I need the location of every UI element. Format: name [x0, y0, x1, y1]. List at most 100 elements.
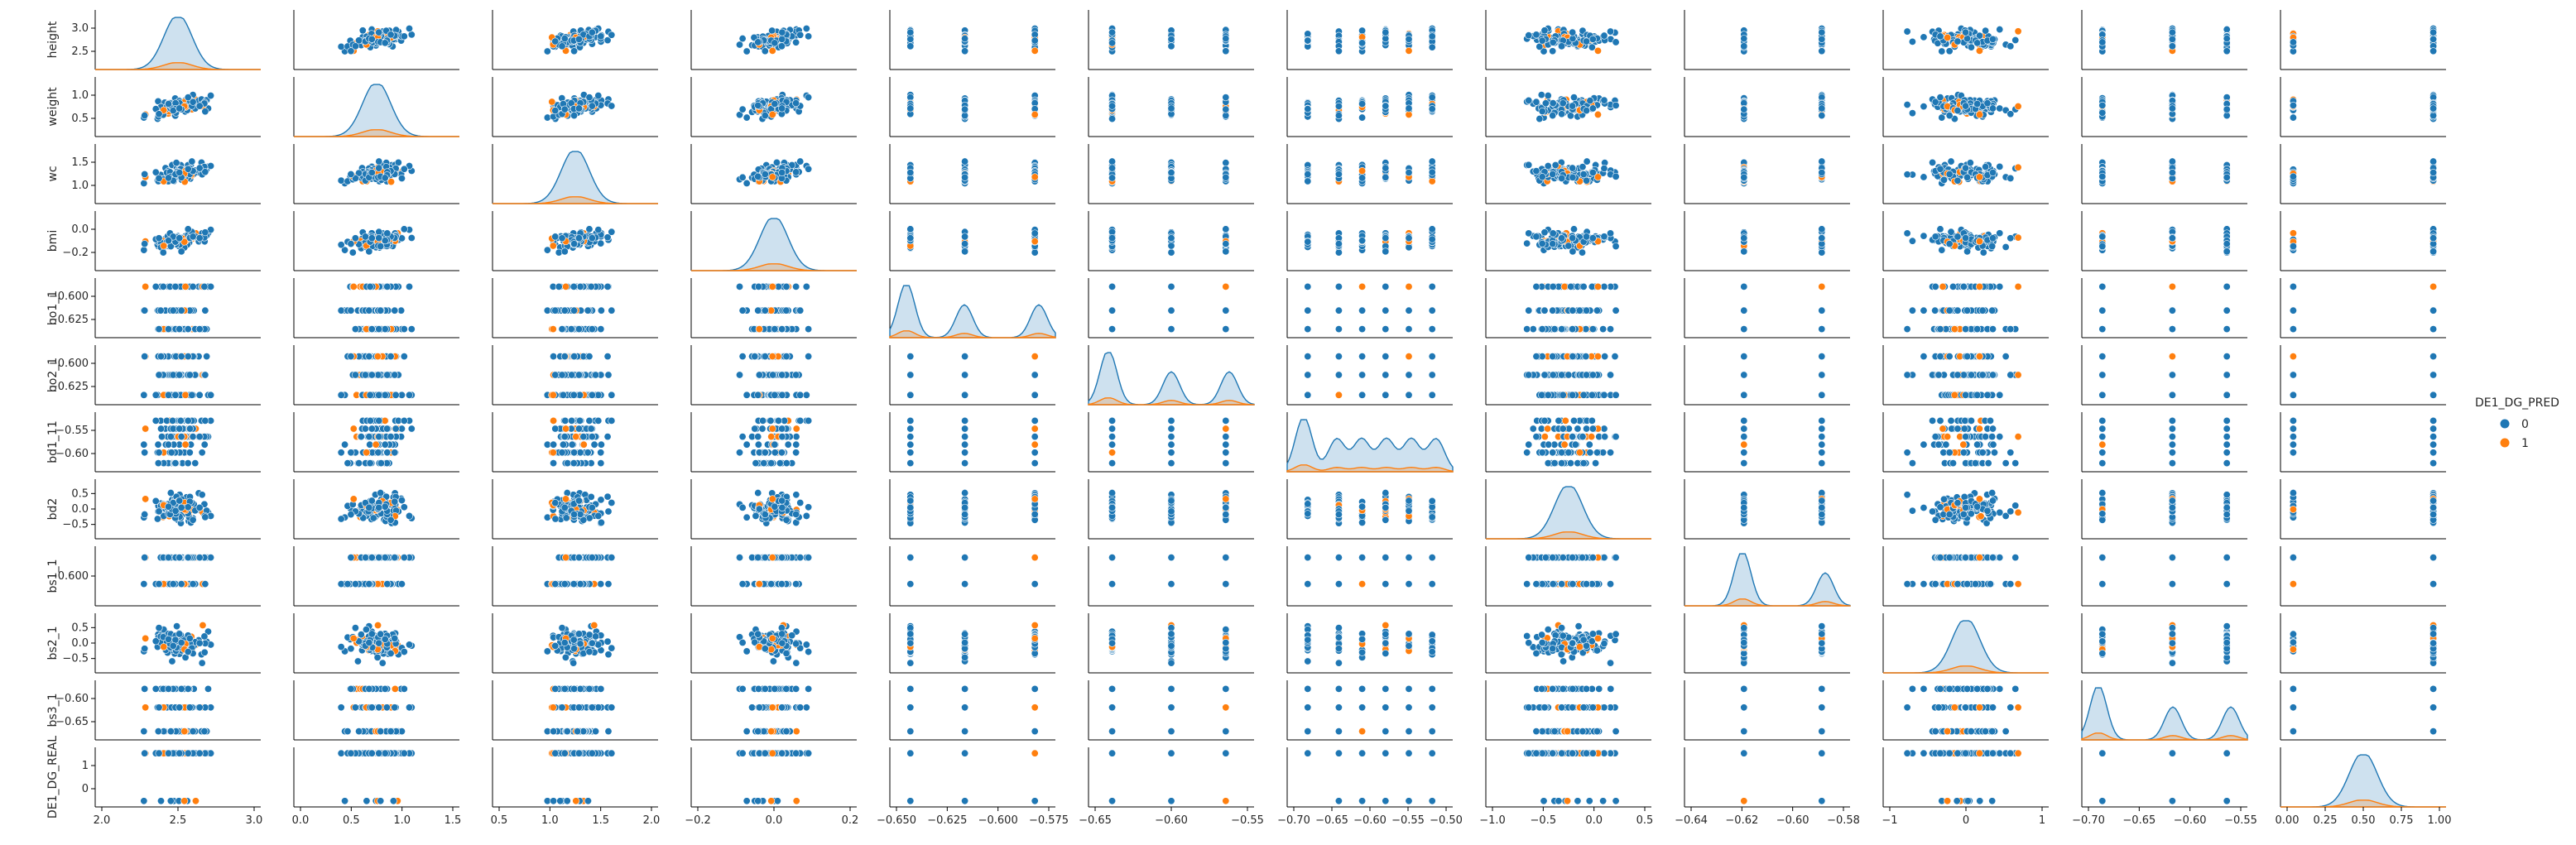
scatter-point	[1358, 39, 1367, 47]
scatter-point	[1612, 38, 1620, 46]
scatter-point	[1358, 237, 1367, 245]
scatter-point	[548, 98, 556, 106]
y-tick-label: −0.2	[62, 247, 89, 259]
scatter-point	[1540, 228, 1549, 237]
scatter-point	[1538, 108, 1546, 116]
scatter-point	[1566, 112, 1574, 120]
scatter-point	[172, 159, 180, 167]
scatter-point	[1167, 35, 1175, 43]
scatter-point	[1549, 240, 1557, 248]
scatter-point	[1979, 248, 1987, 257]
scatter-point	[358, 26, 367, 35]
scatter-point	[1975, 238, 1983, 246]
panel-bmi-vs-wc	[492, 211, 658, 271]
scatter-point	[1222, 105, 1230, 113]
scatter-point	[560, 35, 569, 43]
scatter-point	[2098, 233, 2107, 241]
scatter-point	[906, 104, 915, 113]
scatter-point	[761, 47, 769, 55]
scatter-point	[169, 107, 177, 115]
scatter-point	[383, 229, 392, 238]
scatter-point	[141, 240, 149, 248]
scatter-point	[1304, 170, 1312, 179]
scatter-point	[1549, 229, 1557, 238]
scatter-point	[1818, 35, 1826, 43]
panel-weight-vs-DE1_DG_REAL	[2280, 77, 2446, 137]
scatter-point	[351, 42, 359, 50]
scatter-point	[1740, 173, 1748, 181]
scatter-point	[1740, 247, 1748, 256]
scatter-point	[1538, 36, 1546, 45]
scatter-point	[1903, 101, 1911, 109]
scatter-point	[155, 174, 163, 182]
panel-bmi-vs-bd2	[1485, 211, 1651, 271]
panel-weight-vs-bo1_1	[889, 77, 1055, 137]
scatter-point	[1538, 173, 1546, 181]
scatter-point	[2006, 110, 2015, 118]
scatter-point	[1222, 35, 1230, 43]
scatter-point	[761, 170, 769, 178]
scatter-point	[2223, 35, 2231, 43]
scatter-point	[1945, 47, 1954, 55]
scatter-point	[1612, 101, 1620, 109]
scatter-point	[1428, 168, 1436, 176]
scatter-point	[1108, 157, 1117, 166]
scatter-point	[1920, 103, 1928, 111]
scatter-point	[195, 102, 204, 110]
scatter-point	[1549, 99, 1557, 108]
scatter-point	[1558, 174, 1566, 182]
scatter-point	[906, 234, 915, 242]
scatter-point	[387, 31, 395, 39]
scatter-point	[1525, 161, 1533, 169]
scatter-point	[736, 41, 744, 49]
scatter-point	[961, 247, 969, 256]
scatter-point	[1222, 247, 1230, 256]
scatter-point	[1583, 176, 1591, 185]
panel-weight-vs-bd2	[1485, 77, 1651, 137]
scatter-point	[796, 157, 805, 166]
scatter-point	[768, 173, 776, 181]
scatter-point	[155, 234, 163, 242]
scatter-point	[2168, 104, 2176, 113]
scatter-point	[165, 237, 173, 245]
scatter-point	[1569, 102, 1577, 110]
scatter-point	[1963, 173, 1972, 181]
panel-bmi-vs-DE1_DG_REAL	[2280, 211, 2446, 271]
scatter-point	[551, 37, 560, 46]
scatter-point	[1108, 174, 1117, 182]
scatter-point	[771, 100, 779, 108]
scatter-point	[754, 38, 762, 46]
scatter-point	[1612, 172, 1620, 180]
kde-area-0	[294, 84, 459, 137]
scatter-point	[2289, 172, 2297, 180]
scatter-point	[1740, 35, 1748, 43]
y-axis-label: weight	[46, 87, 60, 127]
scatter-point	[1936, 32, 1944, 41]
scatter-point	[195, 164, 204, 172]
scatter-point	[1929, 158, 1937, 166]
kde-area-1	[95, 62, 261, 70]
scatter-point	[1938, 47, 1946, 55]
scatter-point	[1975, 46, 1983, 55]
scatter-point	[1908, 237, 1916, 245]
scatter-point	[1382, 173, 1390, 181]
scatter-point	[906, 35, 915, 43]
scatter-point	[2223, 112, 2231, 120]
kde-area-1	[294, 129, 459, 137]
panel-wc-vs-bs1_1	[1684, 144, 1850, 204]
scatter-point	[1988, 35, 1997, 43]
scatter-point	[771, 39, 779, 47]
scatter-point	[1612, 242, 1620, 251]
scatter-point	[1588, 168, 1597, 176]
scatter-point	[1538, 239, 1546, 247]
scatter-point	[574, 35, 583, 43]
scatter-point	[1108, 28, 1117, 36]
scatter-point	[778, 104, 786, 113]
scatter-point	[201, 108, 209, 116]
scatter-point	[549, 242, 557, 250]
scatter-point	[2429, 35, 2438, 43]
scatter-point	[1167, 42, 1175, 50]
scatter-point	[594, 226, 603, 234]
scatter-point	[1031, 36, 1039, 45]
scatter-point	[2429, 104, 2438, 113]
